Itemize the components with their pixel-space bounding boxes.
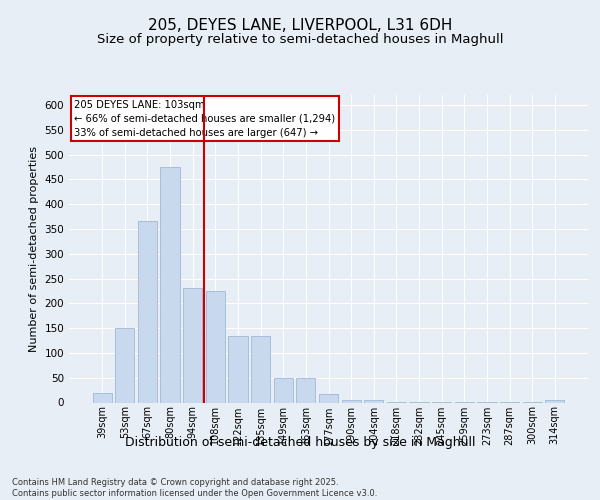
Bar	[251, 336, 270, 402]
Bar	[319, 394, 338, 402]
Bar	[115, 328, 134, 402]
Text: Size of property relative to semi-detached houses in Maghull: Size of property relative to semi-detach…	[97, 32, 503, 46]
Bar	[160, 167, 180, 402]
Bar	[545, 400, 565, 402]
Bar	[296, 378, 316, 402]
Text: Contains HM Land Registry data © Crown copyright and database right 2025.
Contai: Contains HM Land Registry data © Crown c…	[12, 478, 377, 498]
Y-axis label: Number of semi-detached properties: Number of semi-detached properties	[29, 146, 39, 352]
Bar	[364, 400, 383, 402]
Bar	[274, 378, 293, 402]
Text: 205, DEYES LANE, LIVERPOOL, L31 6DH: 205, DEYES LANE, LIVERPOOL, L31 6DH	[148, 18, 452, 32]
Text: Distribution of semi-detached houses by size in Maghull: Distribution of semi-detached houses by …	[125, 436, 475, 449]
Bar	[206, 291, 225, 403]
Bar	[341, 400, 361, 402]
Bar	[183, 288, 202, 403]
Bar	[138, 222, 157, 402]
Bar	[229, 336, 248, 402]
Text: 205 DEYES LANE: 103sqm
← 66% of semi-detached houses are smaller (1,294)
33% of : 205 DEYES LANE: 103sqm ← 66% of semi-det…	[74, 100, 335, 138]
Bar	[92, 392, 112, 402]
